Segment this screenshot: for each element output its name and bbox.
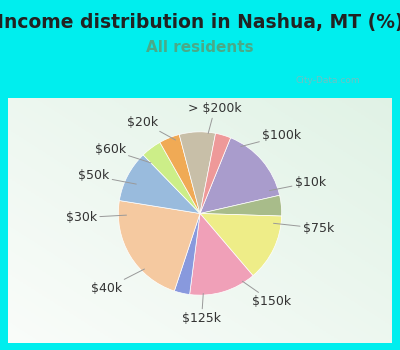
Text: $50k: $50k — [78, 169, 136, 184]
Wedge shape — [190, 214, 253, 295]
Text: $30k: $30k — [66, 211, 126, 224]
Text: $125k: $125k — [182, 294, 221, 324]
Text: All residents: All residents — [146, 40, 254, 55]
Text: $75k: $75k — [274, 222, 334, 235]
Wedge shape — [119, 155, 200, 214]
Wedge shape — [200, 133, 230, 214]
Wedge shape — [200, 214, 282, 276]
Wedge shape — [160, 134, 200, 214]
Wedge shape — [174, 214, 200, 294]
Text: City-Data.com: City-Data.com — [296, 76, 360, 85]
Text: $100k: $100k — [241, 130, 301, 147]
Wedge shape — [118, 201, 200, 291]
Text: $60k: $60k — [95, 143, 151, 163]
Wedge shape — [200, 195, 282, 216]
Text: Income distribution in Nashua, MT (%): Income distribution in Nashua, MT (%) — [0, 13, 400, 32]
Wedge shape — [179, 132, 216, 214]
Text: $20k: $20k — [127, 116, 176, 140]
Text: > $200k: > $200k — [188, 103, 242, 133]
Wedge shape — [200, 138, 280, 214]
Text: $150k: $150k — [242, 281, 292, 308]
Wedge shape — [143, 142, 200, 214]
Text: $40k: $40k — [90, 269, 144, 295]
Text: $10k: $10k — [270, 176, 326, 191]
